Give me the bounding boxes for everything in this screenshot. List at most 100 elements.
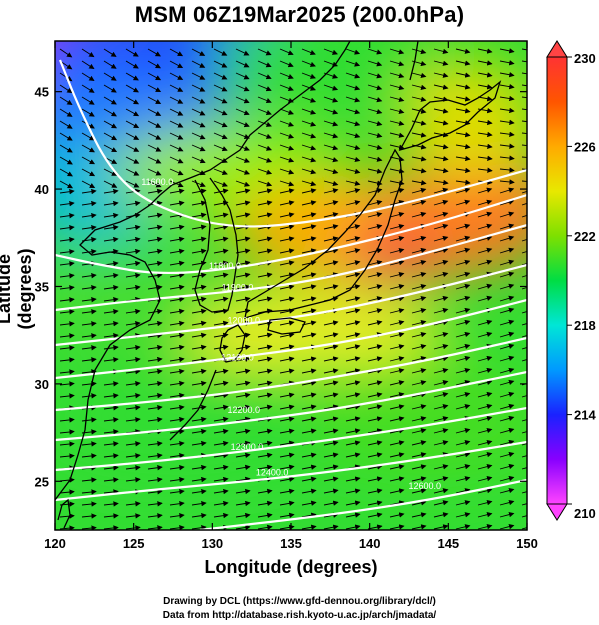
coast-ryukyu (169, 369, 217, 441)
wind-arrow (235, 500, 251, 507)
wind-arrow (279, 476, 295, 482)
wind-arrow (125, 108, 140, 117)
wind-arrow (477, 295, 493, 302)
wind-arrow (455, 199, 471, 206)
wind-arrow (345, 440, 361, 446)
wind-arrow (147, 48, 161, 57)
wind-arrow (147, 465, 163, 471)
wind-arrow (323, 236, 339, 242)
wind-arrow (477, 199, 493, 206)
wind-arrow (191, 344, 207, 351)
wind-arrow (59, 144, 73, 153)
wind-arrow (213, 332, 229, 338)
wind-arrow (345, 108, 361, 115)
wind-arrow (235, 488, 251, 495)
wind-arrow (257, 144, 273, 151)
wind-arrow (81, 188, 97, 195)
wind-arrow (279, 512, 295, 518)
wind-arrow (477, 391, 493, 398)
wind-arrow (411, 108, 427, 114)
wind-arrow (411, 96, 427, 102)
wind-arrow (59, 321, 75, 327)
colorbar-tick-label: 214 (574, 408, 596, 423)
wind-arrow (81, 285, 97, 291)
x-tick-label: 145 (437, 536, 459, 551)
wind-arrow (257, 380, 273, 386)
wind-arrow (345, 72, 361, 79)
wind-arrow (455, 271, 471, 278)
wind-arrow (389, 48, 405, 55)
wind-arrow (257, 524, 273, 530)
wind-arrow (411, 392, 427, 398)
wind-arrow (455, 403, 471, 410)
wind-arrow (169, 452, 185, 459)
wind-arrow (257, 168, 273, 175)
wind-arrow (521, 214, 527, 218)
wind-arrow (389, 156, 405, 162)
wind-arrow (345, 84, 361, 91)
wind-arrow (477, 512, 493, 518)
wind-arrow (147, 180, 162, 188)
wind-arrow (301, 260, 317, 266)
wind-arrow (125, 477, 141, 483)
wind-arrow (521, 515, 527, 518)
wind-arrow (125, 200, 141, 207)
wind-arrow (103, 513, 119, 519)
wind-arrow (235, 96, 250, 104)
wind-arrow (499, 403, 515, 410)
wind-arrow (499, 83, 515, 90)
wind-arrow (59, 381, 75, 387)
wind-arrow (323, 464, 339, 470)
wind-arrow (213, 440, 229, 447)
wind-arrow (389, 368, 405, 374)
wind-arrow (367, 404, 383, 410)
height-contour-line (58, 59, 527, 228)
wind-arrow (301, 308, 317, 314)
wind-arrow (279, 428, 295, 434)
wind-arrow (433, 271, 449, 278)
wind-arrow (455, 524, 471, 530)
wind-arrow (235, 260, 251, 266)
wind-arrow (499, 499, 515, 506)
wind-arrow (345, 344, 361, 350)
wind-arrow (389, 428, 405, 434)
wind-arrow (103, 200, 119, 207)
wind-arrow (279, 500, 295, 506)
wind-arrow (257, 440, 273, 446)
wind-arrow (235, 272, 251, 278)
wind-arrow (81, 200, 97, 207)
wind-arrow (279, 156, 295, 163)
wind-arrow (433, 211, 449, 218)
wind-arrow (367, 524, 383, 530)
wind-arrow (301, 188, 317, 194)
wind-arrow (389, 452, 405, 458)
wind-arrow (301, 392, 317, 398)
wind-arrow (191, 96, 206, 104)
wind-arrow (235, 212, 251, 218)
wind-arrow (389, 392, 405, 398)
wind-arrow (345, 308, 361, 314)
wind-arrow (213, 380, 229, 387)
wind-arrow (455, 319, 471, 326)
wind-arrow (279, 296, 295, 302)
wind-arrow (279, 72, 294, 80)
wind-arrow (59, 108, 73, 117)
wind-arrow (59, 417, 75, 423)
wind-arrow (367, 368, 383, 374)
wind-arrow (191, 476, 207, 483)
wind-arrow (103, 284, 119, 291)
wind-arrow (367, 452, 383, 458)
wind-arrow (521, 359, 527, 362)
wind-arrow (323, 476, 339, 482)
wind-arrow (389, 500, 405, 506)
wind-arrow (169, 188, 185, 194)
wind-arrow (323, 452, 339, 458)
wind-arrow (191, 368, 207, 375)
wind-arrow (169, 320, 185, 327)
wind-arrow (257, 72, 272, 80)
height-contour-line (199, 478, 527, 530)
wind-arrow (235, 188, 251, 194)
wind-arrow (169, 108, 184, 116)
wind-arrow (213, 488, 229, 495)
wind-arrow (367, 248, 383, 254)
